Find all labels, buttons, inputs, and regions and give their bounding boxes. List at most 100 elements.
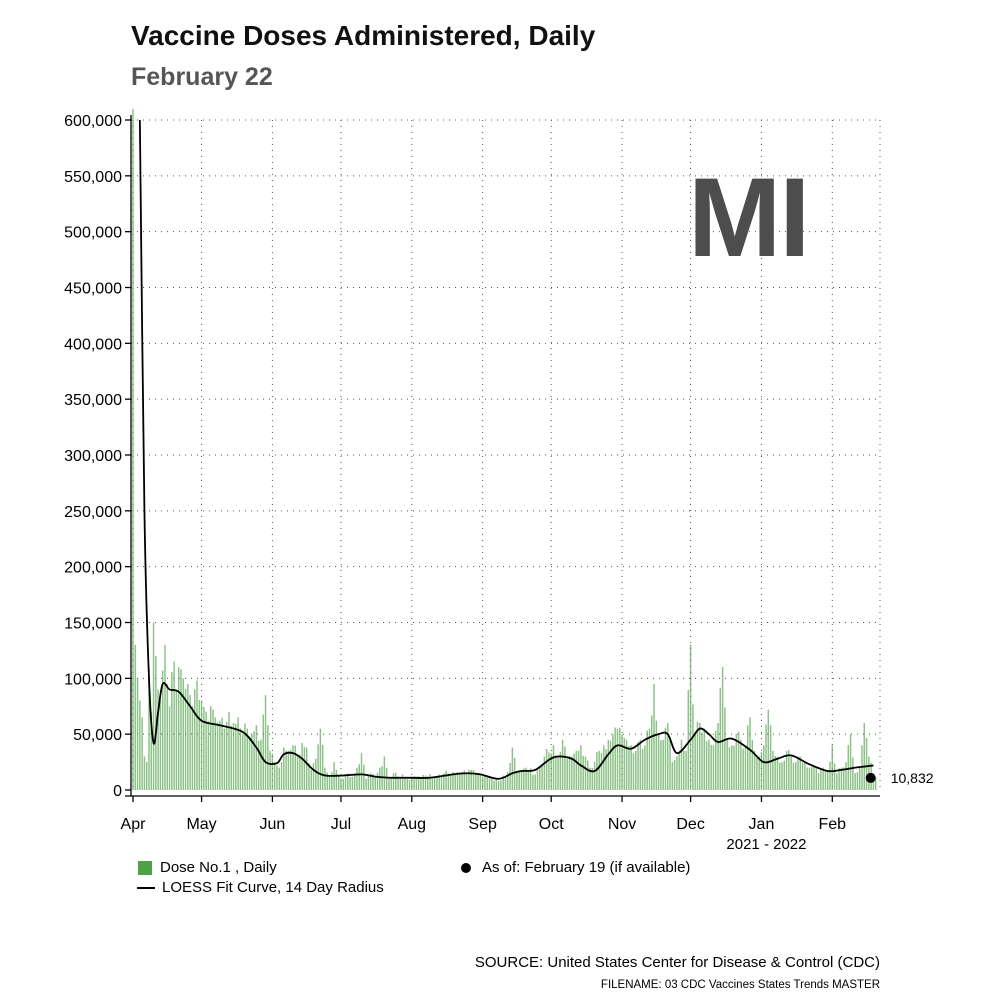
bar [756, 757, 758, 790]
bar [360, 753, 363, 790]
x-tick-label: Apr [121, 816, 147, 833]
bar [790, 756, 792, 790]
y-tick-label: 300,000 [64, 448, 122, 465]
bar [420, 777, 422, 790]
bar [228, 711, 230, 790]
bar [715, 730, 717, 790]
bar [628, 745, 630, 790]
bar [598, 750, 600, 790]
bar [557, 756, 559, 790]
bar [392, 773, 395, 790]
bar [285, 750, 287, 790]
y-tick-label: 50,000 [73, 727, 122, 744]
bar [573, 753, 575, 790]
bar [776, 756, 779, 790]
bar [539, 765, 541, 790]
bar [616, 728, 619, 790]
bar [833, 763, 836, 790]
bar [550, 753, 552, 790]
bar [511, 747, 514, 790]
bar [214, 717, 217, 790]
bar [180, 669, 182, 790]
bar [422, 775, 424, 790]
bar [431, 778, 434, 790]
line-swatch-icon [137, 886, 155, 889]
bar [778, 762, 781, 790]
x-tick-label: Sep [468, 816, 497, 833]
bar [253, 731, 255, 790]
bar [552, 745, 555, 790]
bar [831, 745, 834, 790]
bar [465, 773, 468, 790]
bar [399, 777, 402, 790]
bar [863, 723, 866, 790]
bar [470, 769, 472, 790]
bar [475, 774, 477, 790]
bar [625, 739, 628, 790]
bar [308, 763, 310, 790]
bar [177, 667, 180, 790]
x-tick-label: Aug [398, 816, 426, 833]
x-tick-label: Oct [539, 816, 564, 833]
bar [294, 745, 296, 790]
bar [481, 776, 484, 790]
bar [150, 711, 153, 790]
bar [159, 700, 162, 790]
bar [746, 725, 749, 790]
y-tick-label: 100,000 [64, 671, 122, 688]
bar [648, 728, 651, 790]
bar [296, 756, 299, 790]
bar [717, 723, 719, 790]
bar [148, 667, 150, 790]
bar [438, 774, 440, 790]
bar [157, 689, 159, 790]
bar [347, 773, 349, 790]
bar [678, 751, 680, 790]
bar [340, 778, 342, 790]
bar [232, 723, 235, 790]
bar [429, 774, 431, 790]
bar [397, 776, 399, 790]
bar [424, 775, 427, 790]
bar [365, 778, 367, 790]
bar [824, 770, 827, 790]
bar [815, 768, 818, 790]
bar [168, 706, 171, 790]
bar [621, 734, 623, 790]
bar [271, 753, 274, 790]
bar [287, 750, 290, 790]
bar [785, 750, 788, 790]
bar [404, 777, 406, 790]
bar [358, 764, 360, 790]
bar [351, 776, 354, 790]
x-tick-label: May [186, 816, 216, 833]
bar [810, 766, 813, 790]
bar [278, 767, 281, 790]
bar [543, 756, 546, 790]
bar [772, 750, 774, 790]
bar [155, 656, 157, 790]
bar [507, 772, 509, 790]
bar [207, 721, 210, 790]
bar [664, 727, 667, 790]
bar [724, 707, 726, 790]
bar [209, 706, 212, 790]
bar [269, 750, 271, 790]
bar [767, 709, 770, 790]
bar [484, 775, 486, 790]
bar [417, 776, 420, 790]
bar [283, 747, 285, 790]
bar [267, 725, 269, 790]
bar [388, 778, 390, 790]
bar [383, 756, 386, 790]
bar [858, 767, 861, 790]
bar [143, 756, 146, 790]
bar [523, 768, 525, 790]
y-tick-label: 0 [113, 783, 122, 800]
bar [671, 762, 674, 790]
x-axis-ticks: Apr May Jun Jul Aug Sep Oct Nov Dec Jan Feb [121, 796, 846, 833]
bar [655, 720, 658, 790]
bar [600, 752, 603, 790]
bar [605, 749, 607, 790]
bar [548, 752, 550, 790]
